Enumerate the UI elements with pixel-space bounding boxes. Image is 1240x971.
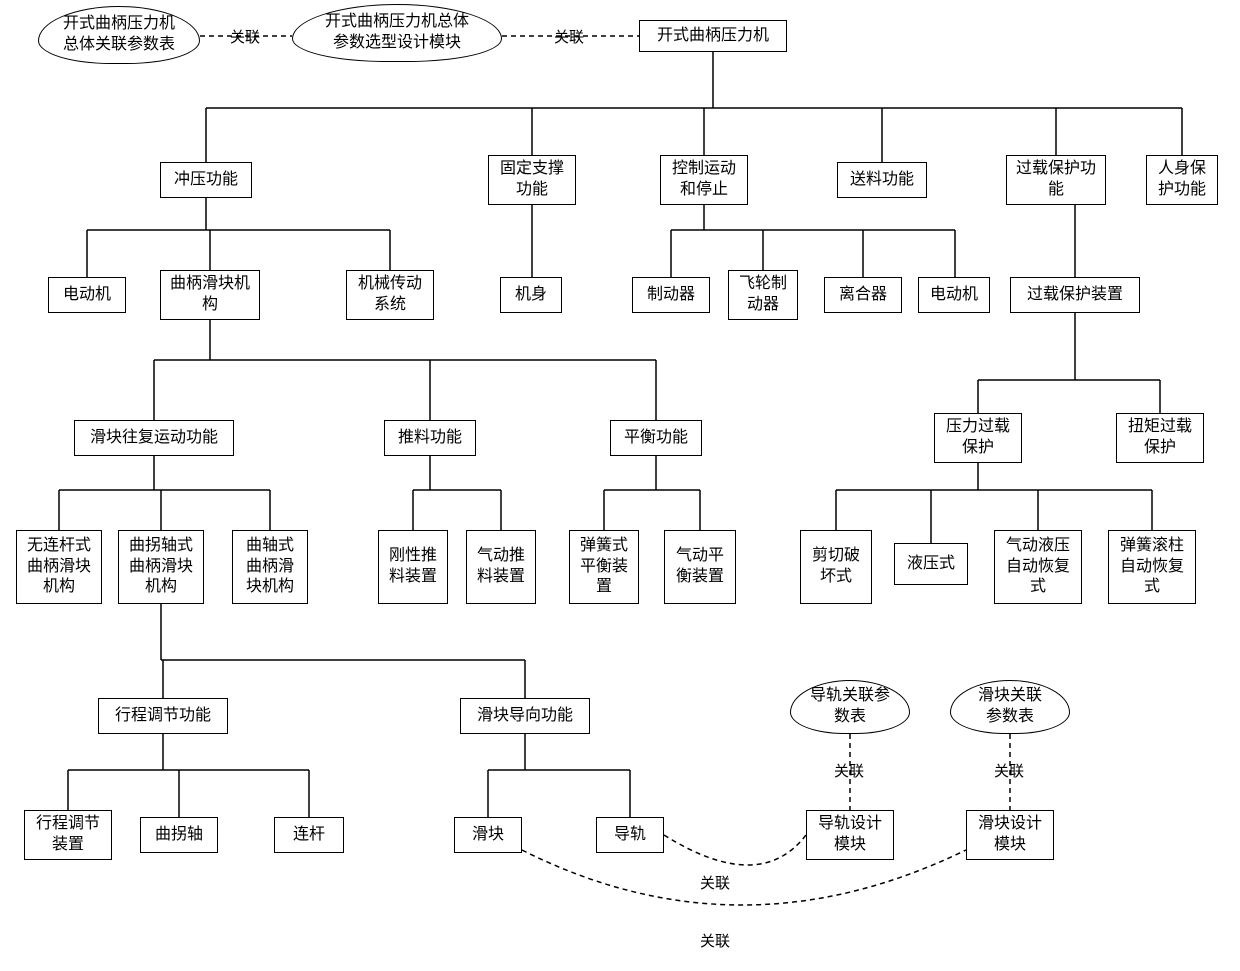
node-l2: 曲拐轴式曲柄滑块机构 [118,530,204,604]
cloud-overall-params: 开式曲柄压力机总体关联参数表 [38,6,200,64]
node-s2: 推料功能 [384,420,476,456]
node-l4: 刚性推料装置 [378,530,448,604]
node-b7: 滑块设计模块 [966,810,1054,860]
node-l5: 气动推料装置 [466,530,536,604]
node-root: 开式曲柄压力机 [639,20,787,52]
label-a2: 关联 [554,26,584,47]
node-f4: 送料功能 [837,162,927,198]
node-m5: 制动器 [632,277,710,313]
node-m8: 电动机 [918,277,990,313]
node-m1: 电动机 [48,277,126,313]
cloud-design-module: 开式曲柄压力机总体参数选型设计模块 [292,4,502,62]
node-b6: 导轨设计模块 [806,810,894,860]
node-b4: 滑块 [454,817,522,853]
node-l11: 弹簧滚柱自动恢复式 [1108,530,1196,604]
node-m6: 飞轮制动器 [728,270,798,320]
node-f2: 固定支撑功能 [488,155,576,205]
node-l8: 剪切破坏式 [800,530,872,604]
node-p1: 压力过载保护 [934,413,1022,463]
label-a6: 关联 [700,930,730,951]
node-l6: 弹簧式平衡装置 [569,530,639,604]
label-a4: 关联 [994,760,1024,781]
node-m2: 曲柄滑块机构 [160,270,260,320]
node-s1: 滑块往复运动功能 [74,420,234,456]
node-l7: 气动平衡装置 [664,530,736,604]
node-t1: 行程调节功能 [98,698,228,734]
node-b1: 行程调节装置 [24,810,112,860]
node-p2: 扭矩过载保护 [1116,413,1204,463]
node-m7: 离合器 [824,277,902,313]
node-f1: 冲压功能 [160,162,252,198]
node-l1: 无连杆式曲柄滑块机构 [16,530,102,604]
node-f6: 人身保护功能 [1146,155,1218,205]
node-t2: 滑块导向功能 [460,698,590,734]
node-b3: 连杆 [274,817,344,853]
label-a5: 关联 [700,872,730,893]
node-m3: 机械传动系统 [346,270,434,320]
node-b2: 曲拐轴 [140,817,218,853]
node-l3: 曲轴式曲柄滑块机构 [232,530,308,604]
node-l10: 气动液压自动恢复式 [994,530,1082,604]
label-a1: 关联 [230,26,260,47]
label-a3: 关联 [834,760,864,781]
node-f3: 控制运动和停止 [660,155,748,205]
cloud-slider-params: 滑块关联参数表 [950,680,1070,734]
node-l9: 液压式 [894,543,968,585]
node-f5: 过载保护功能 [1006,155,1106,205]
node-b5: 导轨 [596,817,664,853]
node-s3: 平衡功能 [610,420,702,456]
node-m4: 机身 [500,277,562,313]
node-m9: 过载保护装置 [1010,277,1140,313]
cloud-guide-params: 导轨关联参数表 [790,680,910,734]
